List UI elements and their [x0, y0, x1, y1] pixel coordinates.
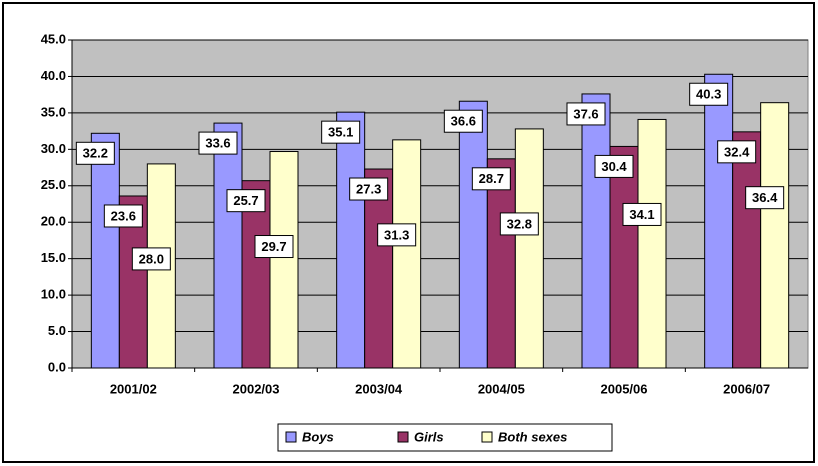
data-label-box [75, 141, 115, 165]
data-label: 27.3 [356, 181, 381, 196]
data-label-box [471, 167, 511, 191]
legend-label: Girls [414, 429, 444, 444]
legend-box [277, 423, 613, 452]
x-tick-label: 2003/04 [355, 381, 403, 396]
bar [732, 131, 762, 369]
bar [364, 168, 394, 369]
bar [637, 118, 667, 369]
data-label: 23.6 [111, 208, 136, 223]
bar [486, 158, 516, 369]
data-label-box [566, 102, 606, 126]
bar [609, 145, 639, 369]
y-tick-label: 25.0 [41, 177, 66, 192]
data-label-box [499, 212, 539, 236]
y-tick-label: 40.0 [41, 68, 66, 83]
bar [336, 111, 366, 369]
bar [704, 73, 734, 369]
y-tick-label: 35.0 [41, 104, 66, 119]
data-label: 33.6 [205, 136, 230, 151]
legend-label: Boys [302, 429, 334, 444]
data-label-box [198, 131, 238, 155]
data-label: 37.6 [573, 106, 598, 121]
y-tick-label: 10.0 [41, 287, 66, 302]
bar [213, 122, 243, 369]
data-label: 40.3 [696, 87, 721, 102]
x-tick-label: 2006/07 [723, 381, 770, 396]
data-label: 31.3 [384, 227, 409, 242]
data-label: 36.6 [451, 114, 476, 129]
data-label: 29.7 [261, 239, 286, 254]
data-label: 28.7 [479, 171, 504, 186]
data-label-box [131, 247, 171, 271]
x-tick-label: 2001/02 [110, 381, 157, 396]
bar [514, 128, 544, 369]
data-label: 34.1 [629, 207, 654, 222]
data-label: 32.4 [724, 144, 750, 159]
legend-swatch [397, 431, 409, 443]
data-label-box [745, 186, 785, 210]
y-tick-label: 45.0 [41, 31, 66, 46]
data-label-box [594, 154, 634, 178]
data-label: 35.1 [328, 125, 353, 140]
data-label: 36.4 [752, 190, 778, 205]
data-label-box [622, 202, 662, 226]
x-tick-label: 2004/05 [478, 381, 525, 396]
plot-area [71, 39, 809, 369]
legend-label: Both sexes [498, 429, 567, 444]
bar [458, 100, 488, 369]
bar [760, 102, 790, 369]
y-tick-label: 20.0 [41, 214, 66, 229]
data-label-box [349, 177, 389, 201]
y-tick-label: 15.0 [41, 250, 66, 265]
data-label: 28.0 [139, 251, 164, 266]
bar [392, 139, 422, 369]
y-tick-label: 0.0 [48, 359, 66, 374]
data-label-box [321, 120, 361, 144]
data-label-box [377, 223, 417, 247]
data-label: 32.2 [83, 146, 108, 161]
bar [90, 132, 120, 369]
data-label-box [226, 189, 266, 213]
y-tick-label: 5.0 [48, 323, 66, 338]
legend-swatch [481, 431, 493, 443]
data-label: 32.8 [507, 216, 532, 231]
legend-swatch [285, 431, 297, 443]
y-tick-label: 30.0 [41, 141, 66, 156]
x-tick-label: 2002/03 [233, 381, 280, 396]
data-label-box [717, 140, 757, 164]
bar [269, 151, 299, 369]
data-label-box [103, 204, 143, 228]
data-label: 25.7 [233, 193, 258, 208]
data-label-box [254, 235, 294, 259]
bar [581, 93, 611, 369]
data-label-box [443, 109, 483, 133]
data-label-box [689, 82, 729, 106]
data-label: 30.4 [601, 159, 627, 174]
x-tick-label: 2005/06 [601, 381, 648, 396]
